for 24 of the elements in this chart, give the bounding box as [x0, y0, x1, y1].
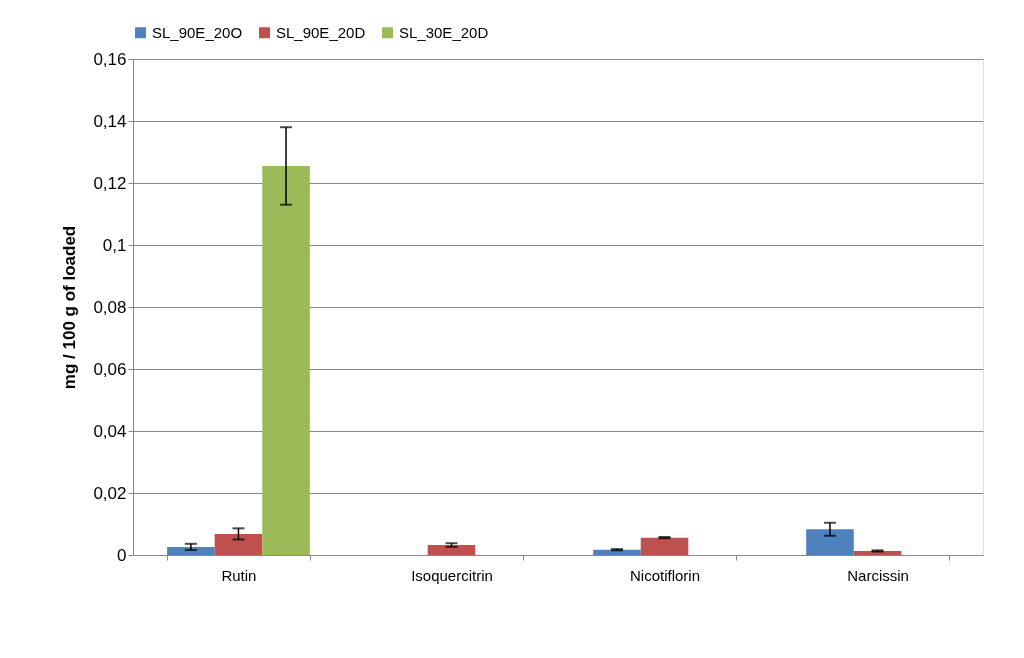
bar — [214, 533, 263, 555]
x-tick-label: Rutin — [221, 566, 257, 584]
x-tick-label: Isoquercitrin — [411, 566, 493, 584]
x-tick-label: Narcissin — [847, 566, 909, 584]
y-tick-label: 0,12 — [93, 173, 127, 193]
bar — [167, 546, 215, 555]
y-tick-label: 0,04 — [93, 421, 127, 441]
legend-label: SL_90E_20O — [152, 23, 243, 41]
bar — [427, 545, 476, 555]
bar — [640, 537, 689, 555]
y-tick-label: 0,14 — [93, 111, 127, 131]
y-tick-label: 0,08 — [93, 297, 127, 317]
legend-label: SL_90E_20D — [276, 23, 366, 41]
y-tick-label: 0,16 — [93, 49, 127, 69]
y-tick-label: 0 — [117, 545, 127, 565]
bar — [262, 165, 310, 555]
y-tick-label: 0,06 — [93, 359, 127, 379]
bar — [593, 549, 641, 555]
y-tick-label: 0,1 — [102, 235, 127, 255]
legend-label: SL_30E_20D — [399, 23, 489, 41]
x-tick-label: Nicotiflorin — [630, 566, 701, 584]
y-tick-label: 0,02 — [93, 483, 127, 503]
y-axis-title: mg / 100 g of loaded — [60, 225, 80, 390]
bar — [806, 529, 854, 555]
